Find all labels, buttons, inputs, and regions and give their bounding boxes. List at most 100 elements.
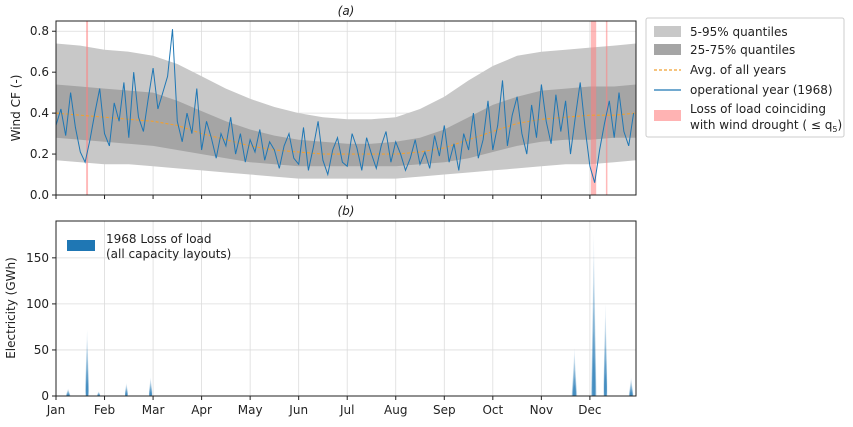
ytick-label-0: 0 bbox=[41, 389, 49, 403]
loss-spike-5-layer-1 bbox=[571, 355, 577, 396]
loss-spike-1-layer-1 bbox=[85, 339, 89, 396]
legend-label-loss-end: ) bbox=[838, 118, 843, 132]
panel-a-legend: 5-95% quantiles 25-75% quantiles Avg. of… bbox=[645, 17, 845, 138]
legend-swatch-band-50 bbox=[654, 44, 681, 55]
loss-spike-6-layer-3 bbox=[591, 307, 596, 396]
ytick-label-0: 0.0 bbox=[30, 188, 49, 202]
loss-spike-8-layer-1 bbox=[629, 380, 634, 396]
loss-spike-0-layer-2 bbox=[66, 390, 71, 396]
loss-spike-0-layer-4 bbox=[66, 393, 70, 396]
loss-spike-5-layer-4 bbox=[572, 376, 576, 396]
legend-swatch-band-90 bbox=[654, 26, 681, 37]
xtick-label-3: Apr bbox=[191, 403, 212, 417]
loss-spike-6-layer-4 bbox=[592, 331, 596, 396]
panel-b-label: (b) bbox=[338, 204, 355, 218]
loss-spike-1-layer-4 bbox=[85, 369, 89, 396]
legend-swatch-loss bbox=[654, 110, 681, 121]
legend-label-loss-line2: with wind drought ( ≤ q5) bbox=[690, 118, 842, 134]
loss-spike-8-layer-3 bbox=[629, 385, 633, 396]
xtick-label-1: Feb bbox=[94, 403, 115, 417]
loss-span-0 bbox=[86, 21, 89, 195]
panel-a-loss-spans bbox=[86, 21, 608, 195]
xtick-label-2: Mar bbox=[142, 403, 165, 417]
panel-a-bands bbox=[56, 43, 636, 179]
loss-spike-1-layer-3 bbox=[85, 359, 89, 396]
loss-spike-7-layer-4 bbox=[604, 359, 607, 396]
legend-frame bbox=[645, 17, 845, 138]
loss-spike-3-layer-4 bbox=[125, 390, 128, 396]
loss-spike-1-layer-5 bbox=[85, 379, 89, 396]
loss-spike-5-layer-0 bbox=[571, 348, 578, 396]
loss-spike-7 bbox=[603, 303, 608, 396]
panel-b-ylabel: Electricity (GWh) bbox=[4, 257, 18, 359]
loss-spike-0 bbox=[65, 388, 71, 396]
loss-spike-5-layer-3 bbox=[572, 369, 577, 396]
panel-b-loss-spikes bbox=[65, 234, 634, 396]
loss-spike-2-layer-2 bbox=[97, 392, 101, 396]
loss-spike-3-layer-5 bbox=[125, 392, 128, 396]
loss-spike-5-layer-5 bbox=[572, 384, 576, 396]
line-1968 bbox=[55, 29, 635, 183]
line-avg bbox=[55, 112, 637, 155]
ytick-label-3: 150 bbox=[26, 251, 49, 265]
loss-spike-3 bbox=[124, 383, 128, 396]
ytick-label-2: 100 bbox=[26, 297, 49, 311]
ytick-label-2: 0.4 bbox=[30, 106, 49, 120]
loss-spike-8-layer-5 bbox=[629, 391, 633, 396]
panel-b-x-ticks: Jan Feb Mar Apr May Jun Jul Aug Sep Oct Nov Dec bbox=[46, 396, 602, 417]
loss-spike-1 bbox=[85, 329, 89, 396]
xtick-label-10: Nov bbox=[530, 403, 553, 417]
loss-spike-4-layer-3 bbox=[149, 385, 152, 396]
loss-spike-0-layer-0 bbox=[65, 388, 71, 396]
xtick-label-9: Oct bbox=[482, 403, 503, 417]
loss-spike-3-layer-2 bbox=[125, 387, 128, 396]
ytick-label-3: 0.6 bbox=[30, 65, 49, 79]
loss-spike-5 bbox=[571, 348, 578, 396]
panel-a-label: (a) bbox=[338, 4, 355, 18]
ytick-label-1: 0.2 bbox=[30, 147, 49, 161]
xtick-label-8: Sep bbox=[433, 403, 456, 417]
panel-a-x-ticks bbox=[55, 195, 591, 199]
loss-span-1 bbox=[590, 21, 597, 195]
xtick-label-7: Aug bbox=[384, 403, 407, 417]
xtick-label-11: Dec bbox=[578, 403, 601, 417]
loss-spike-4-layer-0 bbox=[148, 377, 153, 396]
loss-spike-2-layer-3 bbox=[97, 393, 100, 396]
xtick-label-5: Jun bbox=[288, 403, 308, 417]
panel-a-y-ticks: 0.0 0.2 0.4 0.6 0.8 bbox=[30, 24, 56, 202]
legend-label-loss-sub: 5 bbox=[832, 125, 837, 134]
loss-spike-6-layer-0 bbox=[590, 234, 597, 396]
loss-spike-0-layer-3 bbox=[66, 391, 70, 396]
loss-spike-4 bbox=[148, 377, 153, 396]
loss-spike-6 bbox=[590, 234, 597, 396]
loss-spike-3-layer-0 bbox=[124, 383, 128, 396]
panel-a-frame bbox=[55, 20, 637, 196]
loss-spike-4-layer-5 bbox=[149, 391, 152, 396]
loss-spike-7-layer-5 bbox=[604, 373, 607, 396]
loss-spike-6-layer-5 bbox=[592, 355, 596, 396]
loss-span-2 bbox=[605, 21, 608, 195]
ytick-label-1: 50 bbox=[34, 343, 49, 357]
xtick-label-4: May bbox=[238, 403, 263, 417]
legend-swatch-lol bbox=[67, 240, 95, 251]
loss-spike-4-layer-2 bbox=[149, 383, 153, 396]
loss-spike-1-layer-2 bbox=[85, 349, 89, 396]
loss-spike-6-layer-2 bbox=[591, 283, 596, 396]
loss-spike-2-layer-0 bbox=[97, 391, 101, 396]
panel-b-y-ticks: 0 50 100 150 bbox=[26, 251, 56, 403]
panel-b-legend: 1968 Loss of load (all capacity layouts) bbox=[67, 232, 231, 261]
loss-spike-4-layer-4 bbox=[149, 388, 152, 396]
legend-label-avg: Avg. of all years bbox=[690, 63, 786, 77]
loss-spike-1-layer-0 bbox=[85, 329, 89, 396]
loss-spike-8-layer-4 bbox=[629, 388, 633, 396]
ytick-label-4: 0.8 bbox=[30, 24, 49, 38]
panel-a: (a) 0.0 0.2 0.4 0.6 0.8 Wind CF (-) bbox=[9, 4, 637, 202]
panel-a-ylabel: Wind CF (-) bbox=[9, 75, 23, 142]
loss-spike-8 bbox=[628, 377, 634, 396]
panel-b-frame bbox=[55, 220, 637, 397]
loss-spike-8-layer-2 bbox=[629, 383, 634, 396]
xtick-label-6: Jul bbox=[339, 403, 354, 417]
loss-spike-8-layer-0 bbox=[628, 377, 634, 396]
xtick-label-0: Jan bbox=[46, 403, 66, 417]
